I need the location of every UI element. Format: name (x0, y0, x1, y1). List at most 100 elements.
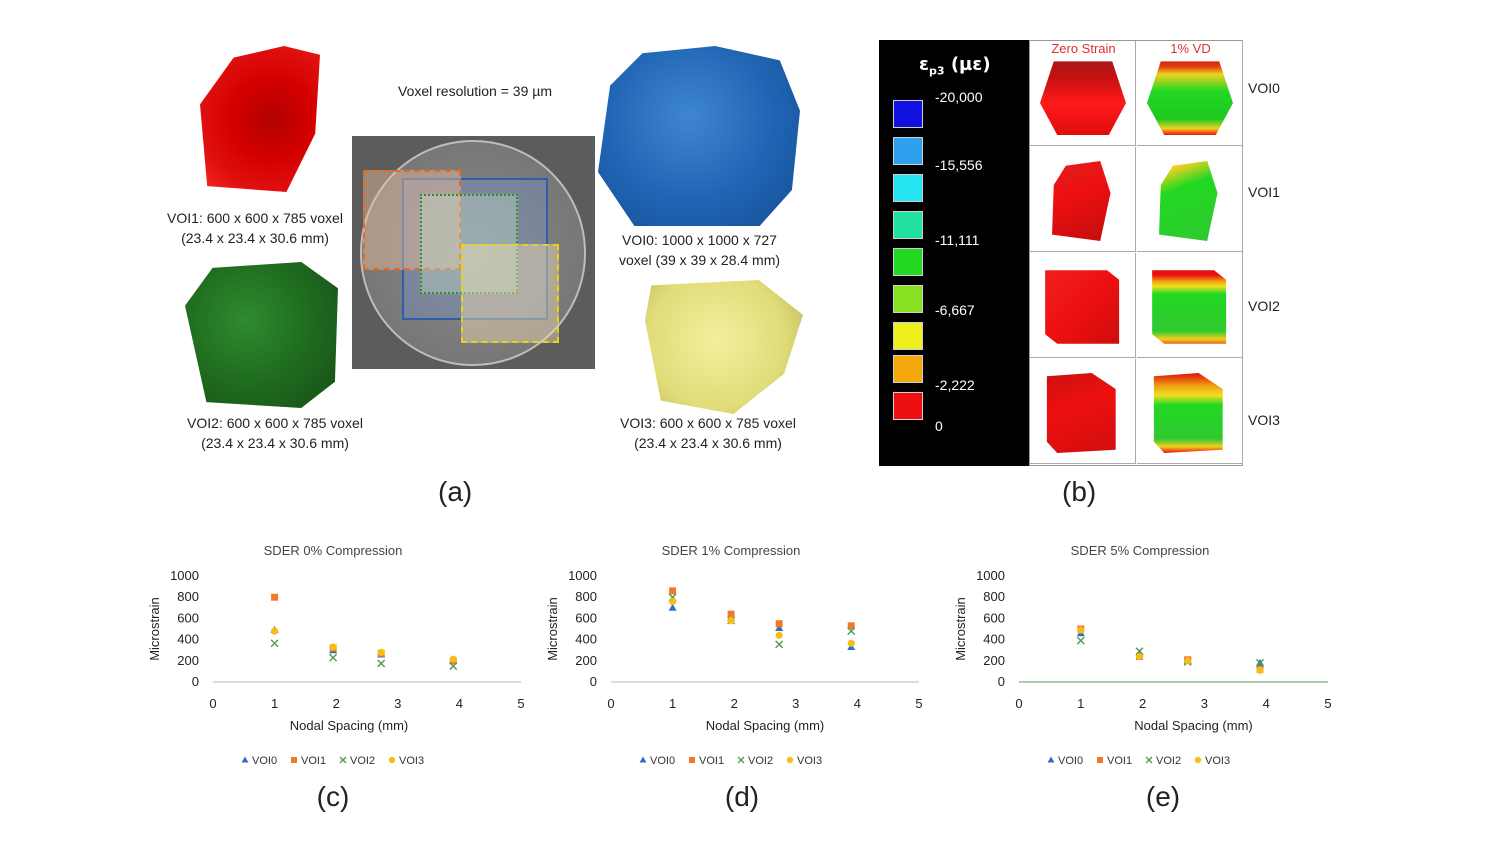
legend-swatch-3 (893, 211, 923, 239)
x-tick-label: 3 (394, 696, 401, 711)
strain-color-legend: εp3 (µε) -20,000 -15,556 -11,111 -6,667 … (879, 40, 1029, 466)
point-voi3 (271, 627, 279, 635)
y-tick-label: 400 (983, 632, 1005, 647)
chart-e: SDER 5% Compression 0 200 400 600 800 1000 0 1 2 3… (953, 543, 1332, 812)
cell-voi2-zero-strain (1030, 253, 1136, 358)
legend-label: VOI2 (350, 755, 375, 767)
voi2-bone-render (185, 262, 338, 408)
strain-render (1152, 270, 1227, 344)
panel-b-label: (b) (1062, 476, 1097, 507)
legend-item-voi3: VOI3 (388, 755, 424, 767)
point-voi2 (1135, 647, 1144, 656)
legend-marker (786, 756, 794, 764)
legend-swatch-8 (893, 392, 923, 420)
point-voi2 (270, 639, 279, 648)
strain-render (1040, 61, 1126, 135)
voi3-caption: VOI3: 600 x 600 x 785 voxel (23.4 x 23.4… (603, 413, 813, 453)
point-voi3 (847, 639, 855, 647)
point-voi2 (329, 653, 338, 662)
y-tick-label: 0 (590, 674, 597, 689)
ct-cross-section (360, 140, 586, 366)
point-voi2 (449, 662, 458, 671)
voi0-bone-render (598, 46, 800, 226)
y-tick-label: 600 (177, 610, 199, 625)
chart-d: SDER 1% Compression 0 200 400 600 800 1000 0 1 2 3… (545, 543, 923, 812)
y-tick-label: 200 (575, 653, 597, 668)
cell-voi0-1pct-vd (1137, 41, 1243, 146)
point-voi3 (775, 631, 783, 639)
legend-label: VOI0 (650, 755, 675, 767)
legend-label: VOI2 (1156, 755, 1181, 767)
legend-swatch-7 (893, 355, 923, 383)
legend-tick-3: -6,667 (935, 302, 975, 318)
y-tick-label: 800 (983, 589, 1005, 604)
row-label-voi3: VOI3 (1248, 412, 1280, 428)
row-label-voi1: VOI1 (1248, 184, 1280, 200)
voi2-caption-line2: (23.4 x 23.4 x 30.6 mm) (201, 435, 349, 451)
panel-a-label: (a) (438, 476, 473, 507)
legend-item-voi0: VOI0 (241, 755, 277, 767)
cell-voi1-1pct-vd (1137, 147, 1243, 252)
point-voi1 (727, 610, 735, 618)
point-voi2 (775, 640, 784, 649)
x-tick-label: 0 (1015, 696, 1022, 711)
y-tick-label: 1000 (568, 568, 597, 583)
x-tick-label: 4 (1263, 696, 1270, 711)
legend-swatch-6 (893, 322, 923, 350)
voi1-caption: VOI1: 600 x 600 x 785 voxel (23.4 x 23.4… (150, 208, 360, 248)
voi1-roi-box (363, 170, 461, 270)
voi1-caption-line1: VOI1: 600 x 600 x 785 voxel (167, 210, 343, 226)
x-tick-label: 1 (1077, 696, 1084, 711)
legend-marker (291, 757, 297, 763)
legend-marker (1097, 757, 1103, 763)
col-head-zero-strain: Zero Strain (1051, 41, 1116, 56)
point-voi3 (1184, 657, 1192, 665)
voxel-resolution-label: Voxel resolution = 39 µm (398, 83, 552, 99)
legend-marker (689, 757, 695, 763)
strain-render (1045, 270, 1120, 344)
panel-c-label: (c) (317, 781, 350, 812)
y-tick-label: 1000 (976, 568, 1005, 583)
legend-tick-2: -11,111 (935, 232, 980, 248)
strain-render (1046, 373, 1116, 453)
legend-marker (241, 756, 249, 763)
cell-voi0-zero-strain (1030, 41, 1136, 146)
legend-tick-5: 0 (935, 418, 943, 434)
voi3-caption-line2: (23.4 x 23.4 x 30.6 mm) (634, 435, 782, 451)
point-voi3 (449, 655, 457, 663)
legend-label: VOI1 (1107, 755, 1132, 767)
x-axis-label: Nodal Spacing (mm) (706, 718, 825, 733)
legend-label: VOI0 (252, 755, 277, 767)
x-axis-label: Nodal Spacing (mm) (290, 718, 409, 733)
point-voi3 (377, 648, 385, 656)
legend-label: VOI3 (399, 755, 424, 767)
legend-label: VOI3 (797, 755, 822, 767)
chart-title: SDER 0% Compression (264, 543, 403, 558)
point-voi1 (775, 620, 783, 628)
point-voi1 (271, 593, 279, 601)
cell-voi3-zero-strain (1030, 359, 1136, 464)
legend-label: VOI3 (1205, 755, 1230, 767)
y-tick-label: 600 (575, 610, 597, 625)
strain-render (1159, 161, 1218, 241)
voi0-caption-line2: voxel (39 x 39 x 28.4 mm) (618, 252, 781, 268)
legend-label: VOI0 (1058, 755, 1083, 767)
legend-swatch-2 (893, 174, 923, 202)
voi3-caption-line1: VOI3: 600 x 600 x 785 voxel (620, 415, 796, 431)
y-tick-label: 200 (983, 653, 1005, 668)
legend-item-voi1: VOI1 (291, 755, 326, 767)
x-axis-label: Nodal Spacing (mm) (1134, 718, 1253, 733)
y-tick-label: 400 (575, 632, 597, 647)
legend-marker (339, 756, 347, 764)
legend-swatch-1 (893, 137, 923, 165)
legend-tick-0: -20,000 (935, 89, 983, 105)
chart-title: SDER 5% Compression (1071, 543, 1210, 558)
ct-slice-image (352, 136, 595, 369)
legend-item-voi2: VOI2 (737, 755, 773, 767)
y-tick-label: 1000 (170, 568, 199, 583)
voi3-roi-box (461, 244, 559, 343)
x-tick-label: 0 (607, 696, 614, 711)
legend-marker (737, 756, 745, 764)
legend-label: VOI2 (748, 755, 773, 767)
